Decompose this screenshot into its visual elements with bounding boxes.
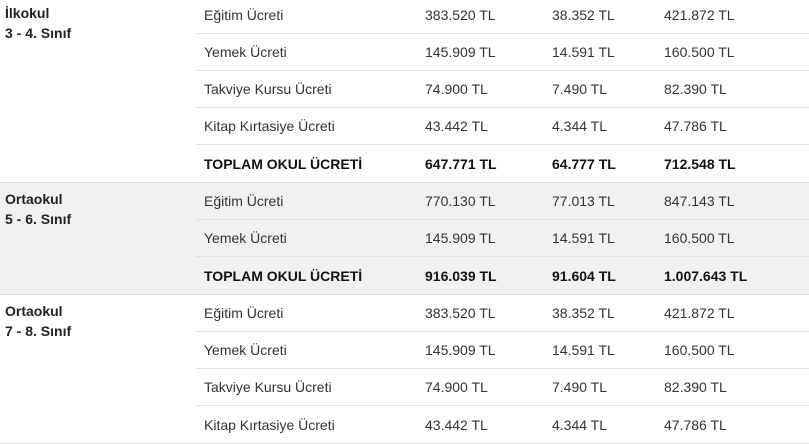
fee-item: Kitap Kırtasiye Ücreti (204, 416, 335, 433)
fee-amount: 43.442 TL (425, 416, 488, 433)
fee-total: 421.872 TL (664, 305, 735, 321)
fee-amount: 74.900 TL (425, 379, 488, 395)
fee-total: 82.390 TL (664, 81, 727, 97)
fee-vat: 7.490 TL (552, 379, 608, 395)
level-name: İlkokul (5, 5, 50, 21)
fee-vat: 14.591 TL (552, 342, 615, 358)
fee-total: 847.143 TL (664, 193, 735, 209)
table-row: Yemek Ücreti 145.909 TL 14.591 TL 160.50… (196, 34, 809, 71)
fee-amount: 43.442 TL (425, 118, 488, 134)
fee-total: 421.872 TL (664, 7, 735, 23)
fee-amount: 145.909 TL (425, 44, 496, 60)
level-name: Ortaokul (5, 191, 63, 207)
fee-vat: 14.591 TL (552, 44, 615, 60)
total-row: TOPLAM OKUL ÜCRETİ 647.771 TL 64.777 TL … (196, 145, 809, 182)
table-row: Eğitim Ücreti 383.520 TL 38.352 TL 421.8… (196, 0, 809, 34)
table-row: Kitap Kırtasiye Ücreti 43.442 TL 4.344 T… (196, 406, 809, 443)
school-level-section: Ortaokul 5 - 6. Sınıf Eğitim Ücreti 770.… (0, 183, 809, 295)
fee-vat: 7.490 TL (552, 81, 608, 97)
fee-amount: 383.520 TL (425, 305, 496, 321)
grade-range: 7 - 8. Sınıf (5, 323, 72, 339)
fee-amount: 383.520 TL (425, 7, 496, 23)
total-row: TOPLAM OKUL ÜCRETİ 916.039 TL 91.604 TL … (196, 257, 809, 294)
fee-amount: 74.900 TL (425, 81, 488, 97)
table-row: Takviye Kursu Ücreti 74.900 TL 7.490 TL … (196, 369, 809, 406)
table-row: Yemek Ücreti 145.909 TL 14.591 TL 160.50… (196, 332, 809, 369)
table-row: Eğitim Ücreti 770.130 TL 77.013 TL 847.1… (196, 183, 809, 220)
fee-amount: 916.039 TL (425, 267, 497, 284)
fee-item: Yemek Ücreti (204, 230, 287, 246)
fee-vat: 91.604 TL (552, 267, 616, 284)
fee-total: 160.500 TL (664, 44, 735, 60)
level-label: Ortaokul 5 - 6. Sınıf (0, 183, 196, 294)
fee-vat: 14.591 TL (552, 230, 615, 246)
fee-vat: 64.777 TL (552, 155, 616, 172)
fee-vat: 77.013 TL (552, 193, 615, 209)
grade-range: 3 - 4. Sınıf (5, 25, 72, 41)
fee-total: 47.786 TL (664, 416, 727, 433)
level-label: Ortaokul 7 - 8. Sınıf (0, 295, 196, 443)
fee-item: Eğitim Ücreti (204, 305, 284, 321)
fee-item: Takviye Kursu Ücreti (204, 81, 332, 97)
table-row: Yemek Ücreti 145.909 TL 14.591 TL 160.50… (196, 220, 809, 257)
table-row: Takviye Kursu Ücreti 74.900 TL 7.490 TL … (196, 71, 809, 108)
grade-range: 5 - 6. Sınıf (5, 211, 72, 227)
fee-vat: 4.344 TL (552, 118, 608, 134)
fee-item: Eğitim Ücreti (204, 193, 284, 209)
fee-item: TOPLAM OKUL ÜCRETİ (204, 155, 363, 172)
table-row: Eğitim Ücreti 383.520 TL 38.352 TL 421.8… (196, 295, 809, 332)
school-level-section: İlkokul 3 - 4. Sınıf Eğitim Ücreti 383.5… (0, 0, 809, 183)
fee-total: 160.500 TL (664, 342, 735, 358)
fee-amount: 647.771 TL (425, 155, 497, 172)
level-name: Ortaokul (5, 303, 63, 319)
fee-item: Yemek Ücreti (204, 44, 287, 60)
school-level-section: Ortaokul 7 - 8. Sınıf Eğitim Ücreti 383.… (0, 295, 809, 444)
fee-vat: 38.352 TL (552, 7, 615, 23)
fee-total: 47.786 TL (664, 118, 727, 134)
fee-total: 1.007.643 TL (664, 267, 748, 284)
fee-item: Kitap Kırtasiye Ücreti (204, 118, 335, 134)
fee-vat: 38.352 TL (552, 305, 615, 321)
fee-item: Yemek Ücreti (204, 342, 287, 358)
fee-item: Eğitim Ücreti (204, 7, 284, 23)
fee-amount: 145.909 TL (425, 342, 496, 358)
fee-amount: 770.130 TL (425, 193, 496, 209)
level-label: İlkokul 3 - 4. Sınıf (0, 0, 196, 182)
fee-total: 160.500 TL (664, 230, 735, 246)
fee-item: TOPLAM OKUL ÜCRETİ (204, 267, 363, 284)
fee-vat: 4.344 TL (552, 416, 608, 433)
fee-amount: 145.909 TL (425, 230, 496, 246)
fee-item: Takviye Kursu Ücreti (204, 379, 332, 395)
fee-total: 82.390 TL (664, 379, 727, 395)
table-row: Kitap Kırtasiye Ücreti 43.442 TL 4.344 T… (196, 108, 809, 145)
fee-total: 712.548 TL (664, 155, 736, 172)
